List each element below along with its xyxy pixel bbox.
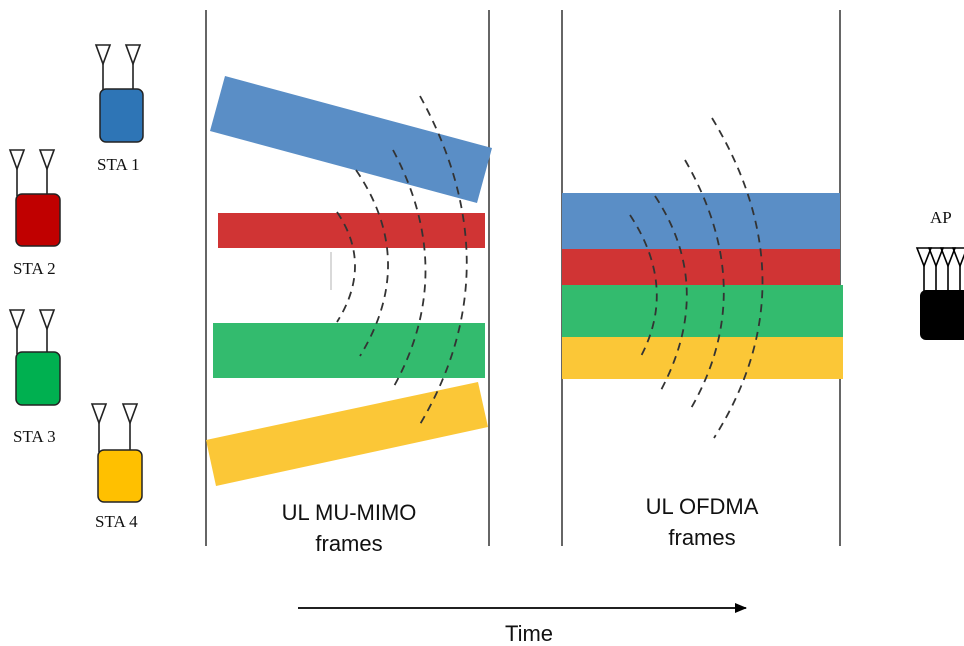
antenna-icon	[94, 44, 142, 91]
mimo-caption: UL MU-MIMO frames	[282, 500, 417, 556]
access-point-label: AP	[930, 208, 952, 227]
wifi-station-icon	[15, 351, 61, 406]
station-sta-4: STA 4	[90, 403, 143, 531]
station-label: STA 3	[13, 427, 56, 446]
ofdma-caption-line-1: UL OFDMA	[646, 494, 759, 519]
mimo-caption-line-1: UL MU-MIMO	[282, 500, 417, 525]
ofdma-frame-sta-1	[562, 193, 840, 249]
mimo-frame-sta-3	[213, 323, 485, 378]
mimo-frame-sta-1	[210, 76, 492, 203]
wifi-station-icon	[99, 88, 144, 143]
antenna-icon	[8, 149, 56, 196]
antenna-icon	[915, 247, 964, 292]
station-sta-1: STA 1	[94, 44, 144, 174]
wifi-station-icon	[97, 449, 143, 503]
ofdma-frames	[562, 193, 843, 379]
access-point-icon	[920, 290, 964, 340]
mimo-frame-sta-4	[206, 382, 488, 486]
ofdma-frame-sta-2	[562, 249, 840, 285]
station-label: STA 2	[13, 259, 56, 278]
ofdma-signal-arcs	[629, 117, 764, 439]
station-label: STA 4	[95, 512, 138, 531]
station-sta-3: STA 3	[8, 309, 61, 446]
station-label: STA 1	[97, 155, 140, 174]
wifi-station-icon	[15, 193, 61, 247]
ofdma-caption: UL OFDMA frames	[646, 494, 759, 550]
access-point: AP	[915, 208, 964, 340]
mimo-frames	[206, 76, 492, 486]
mimo-signal-arcs	[336, 95, 468, 427]
time-label: Time	[505, 621, 553, 646]
antenna-icon	[8, 309, 56, 354]
ofdma-frame-sta-4	[562, 337, 843, 379]
ofdma-frame-sta-3	[562, 285, 843, 337]
ofdma-caption-line-2: frames	[668, 525, 735, 550]
station-sta-2: STA 2	[8, 149, 61, 278]
mimo-caption-line-2: frames	[315, 531, 382, 556]
antenna-icon	[90, 403, 139, 452]
